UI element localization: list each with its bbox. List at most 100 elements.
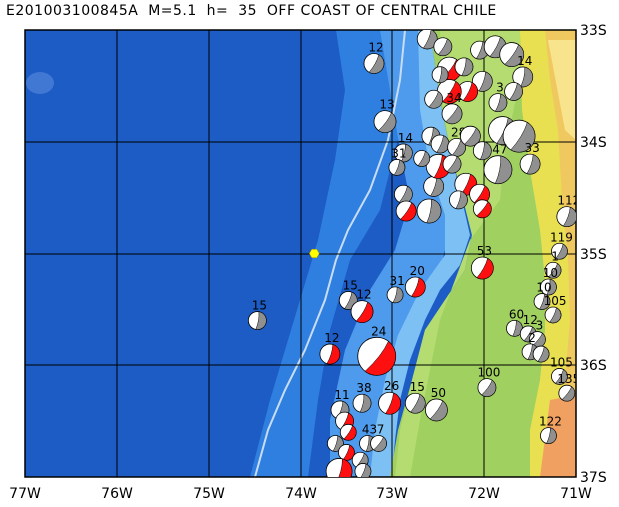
beachball-compression <box>510 122 536 153</box>
focal-mechanism <box>431 66 449 84</box>
event-depth-label: 11 <box>334 388 349 402</box>
lon-label-72w: 72W <box>468 486 500 502</box>
beachball-compression <box>537 346 550 363</box>
focal-mechanism: 15 <box>404 380 426 414</box>
beachball-compression <box>539 293 551 310</box>
focal-mechanism <box>436 79 462 104</box>
event-depth-label: 1 <box>551 249 559 263</box>
event-depth-label: 105 <box>544 294 567 308</box>
beachball-compression <box>462 82 478 102</box>
lat-label-35s: 35S <box>580 247 607 263</box>
beachball-compression <box>464 127 481 147</box>
focal-mechanism: 12 <box>319 331 341 365</box>
beachball-compression <box>546 278 557 296</box>
event-depth-label: 53 <box>477 244 492 258</box>
lon-label-76w: 76W <box>101 486 133 502</box>
lon-label-73w: 73W <box>376 486 408 502</box>
beachball-compression <box>378 112 397 133</box>
focal-mechanism: 33 <box>519 141 541 175</box>
focal-mechanism: 105 <box>544 294 567 324</box>
focal-mechanism: 135 <box>557 372 576 402</box>
focal-mechanism: 47 <box>483 143 513 185</box>
event-depth-label: 12 <box>523 313 538 327</box>
focal-mechanism <box>433 37 453 57</box>
event-depth-label: 3 <box>536 319 544 333</box>
event-depth-label: 34 <box>446 91 461 105</box>
beachball-compression <box>364 340 396 376</box>
ocean-seamount <box>26 72 54 94</box>
focal-mechanism <box>325 458 353 477</box>
focal-mechanism <box>504 82 523 101</box>
focal-mechanisms: 1512151224312053100601121191101010512321… <box>247 30 580 477</box>
beachball-compression <box>355 301 374 323</box>
focal-mechanism <box>449 190 468 210</box>
land-peaks-north <box>548 40 576 140</box>
event-depth-label: 38 <box>356 381 371 395</box>
beachball-compression <box>429 400 448 422</box>
focal-mechanism <box>416 198 442 224</box>
event-depth-label: 7 <box>377 422 385 436</box>
beachball-compression <box>445 105 463 124</box>
event-depth-label: 31 <box>391 146 406 160</box>
lat-label-37s: 37S <box>580 470 607 486</box>
focal-mechanism <box>457 81 479 102</box>
beachball-compression <box>546 427 557 444</box>
focal-mechanism: 34 <box>441 91 463 125</box>
beachball-compression <box>393 159 406 176</box>
focal-mechanism: 10 <box>533 281 552 310</box>
beachball-compression <box>455 190 468 210</box>
event-depth-label: 20 <box>410 264 425 278</box>
focal-mechanism: 15 <box>247 299 267 330</box>
beachball-compression <box>478 71 493 92</box>
beachball-compression <box>504 44 524 67</box>
focal-mechanism: 100 <box>477 366 500 398</box>
focal-mechanism: 112 <box>556 194 580 228</box>
event-depth-label: 50 <box>431 386 446 400</box>
beachball-compression <box>494 93 508 112</box>
event-depth-label: 15 <box>252 299 267 313</box>
beachball-compression <box>481 379 497 397</box>
beachball-compression <box>360 463 372 477</box>
event-depth-label: 60 <box>509 307 524 321</box>
event-depth-label: 10 <box>536 281 551 295</box>
focal-mechanism: 38 <box>352 381 372 413</box>
focal-mechanism: 26 <box>378 379 401 415</box>
event-depth-label: 12 <box>324 331 339 345</box>
beachball-compression <box>548 263 562 279</box>
focal-mechanism <box>454 57 474 77</box>
focal-mechanism: 13 <box>373 98 397 134</box>
beachball-compression <box>400 143 413 163</box>
event-depth-label: 43 <box>362 422 377 436</box>
event-depth-label: 112 <box>557 194 580 208</box>
event-depth-label: 31 <box>389 274 404 288</box>
beachball-compression <box>417 151 430 167</box>
map-title: E201003100845A M=5.1 h= 35 OFF COAST OF … <box>6 3 497 19</box>
beachball-compression <box>561 386 576 402</box>
beachball-compression <box>549 307 562 324</box>
beachball-compression <box>446 156 462 174</box>
focal-mechanism: 1 <box>544 249 562 279</box>
event-depth-label: 14 <box>398 131 413 145</box>
focal-mechanism <box>459 125 481 147</box>
event-depth-label: 122 <box>539 415 562 429</box>
focal-mechanism: 31 <box>386 274 405 304</box>
lon-label-74w: 74W <box>285 486 317 502</box>
beachball-compression <box>359 394 372 413</box>
beachball-compression <box>437 38 453 56</box>
beachball-compression <box>442 81 462 104</box>
focal-mechanism <box>499 42 525 67</box>
event-depth-label: 15 <box>343 278 358 292</box>
event-depth-label: 119 <box>550 230 573 244</box>
focal-mechanism <box>393 184 413 204</box>
event-depth-label: 26 <box>384 379 399 393</box>
beachball-compression <box>494 155 513 184</box>
beachball-compression <box>392 286 404 304</box>
event-depth-label: 12 <box>368 41 383 55</box>
event-depth-label: 10 <box>543 266 558 280</box>
focal-mechanism: 122 <box>539 415 562 445</box>
beachball-compression <box>520 66 533 88</box>
focal-mechanism: 12 <box>350 288 374 324</box>
beachball-compression <box>326 344 341 365</box>
focal-mechanism: 12 <box>363 41 385 74</box>
